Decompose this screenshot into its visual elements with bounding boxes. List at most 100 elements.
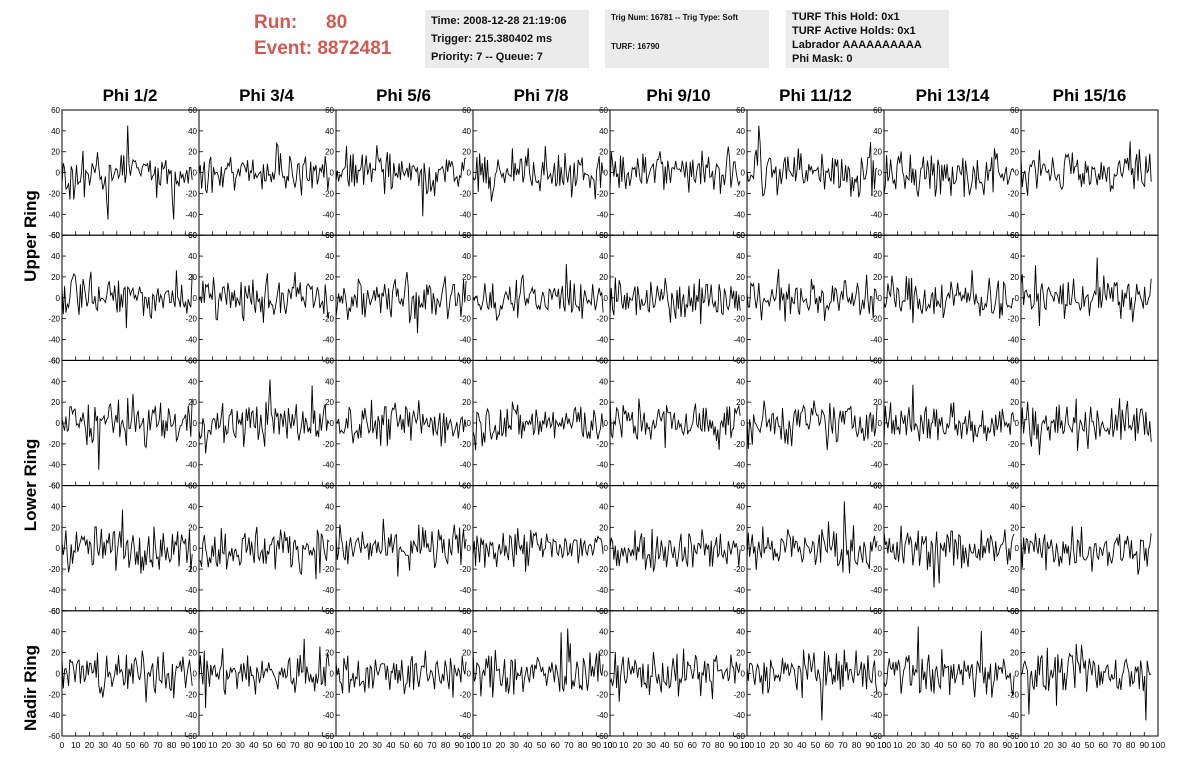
y-tick-label: 20 (599, 398, 608, 407)
y-tick-label: -20 (48, 440, 60, 449)
x-tick-label: 50 (674, 740, 684, 750)
column-title: Phi 1/2 (102, 86, 158, 105)
x-tick-label: 0 (745, 740, 750, 750)
x-tick-label: 20 (770, 740, 780, 750)
phi-mask-text: Phi Mask: 0 (792, 53, 853, 65)
x-tick-label: 40 (386, 740, 396, 750)
x-tick-label: 0 (471, 740, 476, 750)
x-tick-label: 100 (1014, 740, 1028, 750)
x-tick-label: 70 (564, 740, 574, 750)
y-tick-label: 20 (873, 649, 882, 658)
y-tick-label: -40 (596, 461, 608, 470)
y-tick-label: 20 (1010, 523, 1019, 532)
waveform-trace (609, 146, 741, 194)
y-tick-label: 40 (1010, 252, 1019, 261)
y-tick-label: 60 (462, 106, 471, 115)
x-tick-label: 30 (783, 740, 793, 750)
waveform-trace (61, 270, 193, 329)
x-tick-label: 20 (85, 740, 95, 750)
x-tick-label: 10 (1030, 740, 1040, 750)
x-tick-label: 80 (852, 740, 862, 750)
y-tick-label: 0 (741, 169, 746, 178)
y-tick-label: -60 (48, 231, 60, 240)
y-tick-label: 20 (325, 649, 334, 658)
priority-text: Priority: 7 -- Queue: 7 (431, 51, 543, 63)
y-tick-label: 20 (873, 273, 882, 282)
y-tick-label: 0 (330, 669, 335, 678)
x-tick-label: 60 (413, 740, 423, 750)
y-tick-label: 0 (330, 169, 335, 178)
y-tick-label: 0 (741, 544, 746, 553)
y-tick-label: -40 (48, 586, 60, 595)
y-tick-label: -40 (870, 336, 882, 345)
y-tick-label: 60 (599, 356, 608, 365)
y-tick-label: 0 (56, 544, 61, 553)
waveform-trace (609, 397, 741, 450)
y-tick-label: 60 (325, 231, 334, 240)
y-tick-label: -40 (870, 461, 882, 470)
x-tick-label: 100 (740, 740, 754, 750)
waveform-trace (1020, 526, 1152, 575)
y-tick-label: 20 (873, 398, 882, 407)
x-tick-label: 0 (608, 740, 613, 750)
y-tick-label: 60 (462, 482, 471, 491)
x-tick-label: 50 (948, 740, 958, 750)
y-tick-label: 60 (462, 607, 471, 616)
y-tick-label: -40 (185, 711, 197, 720)
waveform-trace (746, 269, 878, 322)
plot-frame (1020, 234, 1159, 361)
y-tick-label: -60 (1007, 732, 1019, 741)
y-tick-label: 0 (878, 544, 883, 553)
x-tick-label: 60 (1098, 740, 1108, 750)
x-tick-label: 30 (509, 740, 519, 750)
run-label: Run: (254, 12, 298, 33)
waveform-trace (198, 638, 330, 709)
y-tick-label: -20 (870, 315, 882, 324)
y-tick-label: 20 (736, 148, 745, 157)
x-tick-label: 100 (192, 740, 206, 750)
waveform-trace (61, 125, 193, 220)
y-tick-label: 20 (325, 148, 334, 157)
y-tick-label: 40 (188, 628, 197, 637)
y-tick-label: -20 (870, 565, 882, 574)
x-tick-label: 10 (345, 740, 355, 750)
y-tick-label: 40 (1010, 628, 1019, 637)
y-tick-label: 40 (188, 502, 197, 511)
y-tick-label: 0 (330, 544, 335, 553)
y-tick-label: 20 (462, 398, 471, 407)
y-tick-label: -20 (48, 189, 60, 198)
y-tick-label: 60 (325, 607, 334, 616)
y-tick-label: -20 (596, 440, 608, 449)
y-tick-label: -60 (733, 607, 745, 616)
y-tick-label: 60 (188, 482, 197, 491)
x-tick-label: 70 (290, 740, 300, 750)
y-tick-label: 20 (51, 398, 60, 407)
x-tick-label: 40 (249, 740, 259, 750)
plot-frame (1020, 610, 1159, 737)
y-tick-label: -40 (596, 336, 608, 345)
y-tick-label: 0 (193, 419, 198, 428)
x-tick-label: 90 (1140, 740, 1150, 750)
y-tick-label: -60 (185, 732, 197, 741)
y-tick-label: 60 (1010, 106, 1019, 115)
y-tick-label: 0 (878, 169, 883, 178)
y-tick-label: 20 (51, 523, 60, 532)
y-tick-label: -40 (1007, 336, 1019, 345)
plot-frame (746, 234, 885, 361)
y-tick-label: 0 (1015, 294, 1020, 303)
x-tick-label: 60 (139, 740, 149, 750)
x-tick-label: 20 (359, 740, 369, 750)
y-tick-label: -40 (1007, 711, 1019, 720)
y-tick-label: -20 (733, 690, 745, 699)
y-tick-label: 40 (736, 377, 745, 386)
y-tick-label: -40 (733, 210, 745, 219)
y-tick-label: 60 (873, 106, 882, 115)
y-tick-label: 0 (741, 419, 746, 428)
x-tick-label: 30 (1057, 740, 1067, 750)
waveform-trace (198, 271, 330, 323)
x-tick-label: 20 (907, 740, 917, 750)
y-tick-label: -20 (459, 565, 471, 574)
y-tick-label: 40 (1010, 377, 1019, 386)
column-title: Phi 9/10 (646, 86, 711, 105)
y-tick-label: 40 (188, 127, 197, 136)
